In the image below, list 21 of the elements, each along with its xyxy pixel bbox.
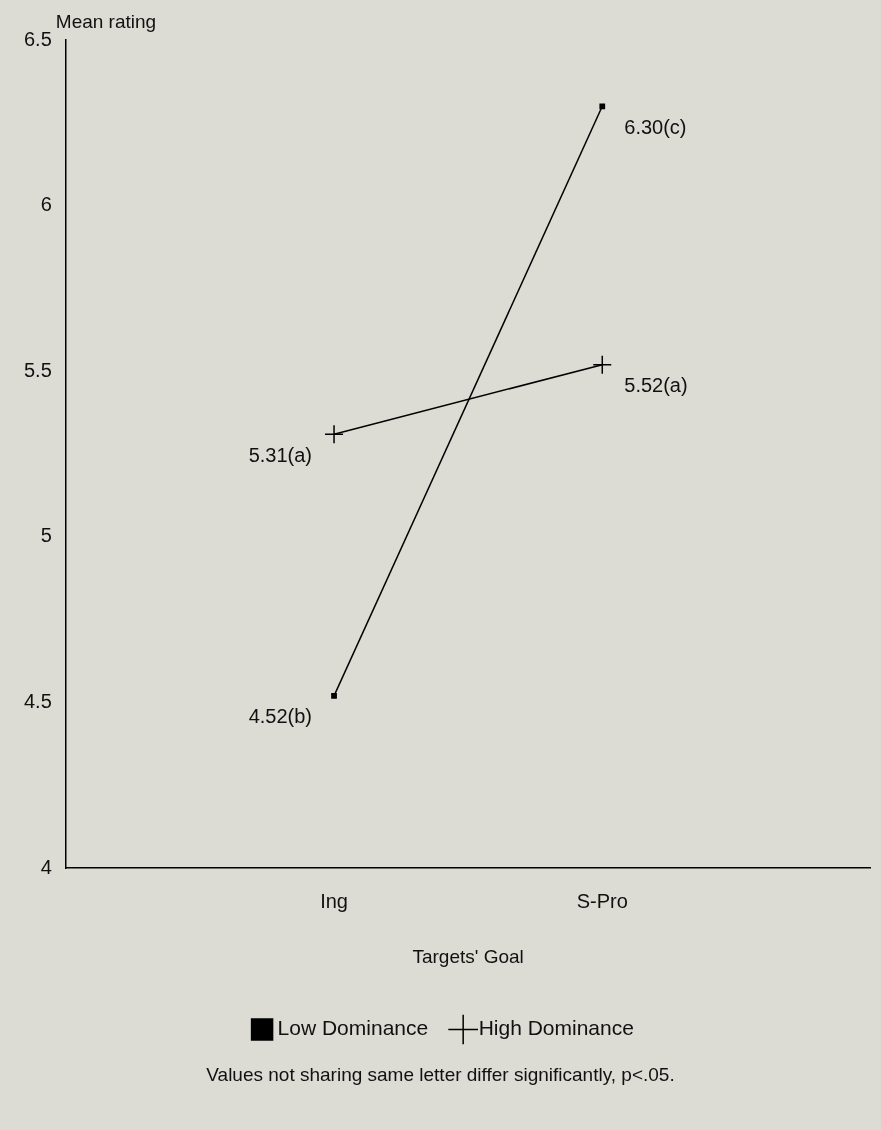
point bbox=[324, 424, 344, 444]
x-axis-title: Targets' Goal bbox=[412, 945, 524, 967]
point bbox=[331, 693, 337, 699]
text: Values not sharing same letter differ significantly, p<.05. bbox=[205, 1064, 676, 1086]
legend-label: Low Dominance bbox=[277, 1016, 429, 1040]
x-tick-label: Ing bbox=[320, 889, 348, 912]
legend-label: High Dominance bbox=[478, 1016, 634, 1040]
y-tick-label: 5 bbox=[40, 524, 52, 547]
data-label: 6.30(c) bbox=[624, 115, 687, 138]
point bbox=[592, 354, 613, 375]
y-tick-label: 6 bbox=[40, 193, 52, 216]
y-tick-label: 4.5 bbox=[23, 690, 52, 713]
data-label: 5.31(a) bbox=[248, 443, 313, 466]
y-tick-label: 6.5 bbox=[23, 27, 52, 50]
data-label: 5.52(a) bbox=[624, 374, 688, 397]
y-tick-label: 5.5 bbox=[23, 358, 52, 381]
point bbox=[599, 103, 606, 110]
x-tick-label: S-Pro bbox=[576, 889, 628, 912]
data-label: 4.52(b) bbox=[248, 705, 313, 728]
y-tick-label: 4 bbox=[40, 855, 52, 878]
y-axis-title: Mean rating bbox=[55, 10, 157, 32]
